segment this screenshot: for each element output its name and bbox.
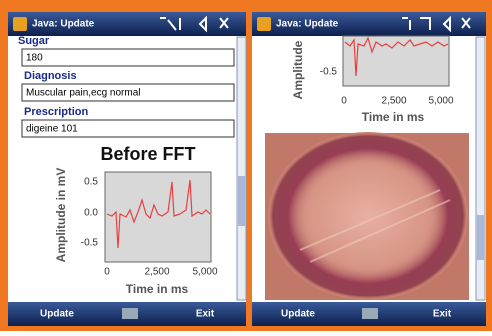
softkey[interactable]: Exit	[433, 309, 452, 320]
wound-photo	[265, 132, 469, 300]
x-axis-label: Time in ms	[362, 110, 425, 124]
x-tick-label: 5,000	[192, 267, 217, 278]
photo-bruise	[268, 132, 468, 300]
scroll-thumb[interactable]	[238, 176, 245, 226]
y-tick-label: -0.5	[320, 67, 338, 78]
softkey[interactable]: Exit	[196, 309, 215, 320]
field-label: Diagnosis	[24, 70, 77, 82]
input-value: digeine 101	[26, 124, 78, 135]
chart-title: Before FFT	[100, 144, 195, 164]
plot-area	[105, 172, 211, 262]
x-tick-label: 2,500	[144, 267, 169, 278]
x-tick-label: 0	[341, 96, 347, 107]
y-axis-label: Amplitude in mV	[54, 168, 68, 263]
y-axis-label: Amplitude	[291, 40, 305, 99]
y-tick-label: -0.5	[81, 238, 99, 249]
field-label: Prescription	[24, 106, 88, 118]
screenshot: Java: Update Sugar 180 Diagnosis Muscula…	[0, 0, 492, 331]
title: Java: Update	[32, 19, 95, 30]
y-tick-label: 0.5	[84, 177, 98, 188]
start-icon[interactable]	[257, 17, 271, 31]
scrollbar[interactable]	[237, 37, 246, 300]
softkey[interactable]: Update	[281, 309, 315, 320]
input-value: 180	[26, 53, 43, 64]
keyboard-icon[interactable]	[122, 308, 138, 319]
x-tick-label: 2,500	[381, 96, 406, 107]
x-axis-label: Time in ms	[126, 282, 189, 296]
softkey[interactable]: Update	[40, 309, 74, 320]
scrollbar[interactable]	[476, 37, 485, 300]
x-tick-label: 5,000	[428, 96, 453, 107]
divider	[246, 12, 252, 326]
y-tick-label: 0.0	[84, 208, 98, 219]
input-value: Muscular pain,ecg normal	[26, 88, 141, 99]
text-input[interactable]	[22, 49, 234, 66]
field-label: Sugar	[18, 35, 50, 47]
keyboard-icon[interactable]	[362, 308, 378, 319]
x-tick-label: 0	[104, 267, 110, 278]
title: Java: Update	[276, 19, 339, 30]
scroll-thumb[interactable]	[477, 215, 484, 260]
start-icon[interactable]	[13, 17, 27, 31]
page: {"left_screen": {"title_bar": "Java: Upd…	[0, 0, 492, 331]
